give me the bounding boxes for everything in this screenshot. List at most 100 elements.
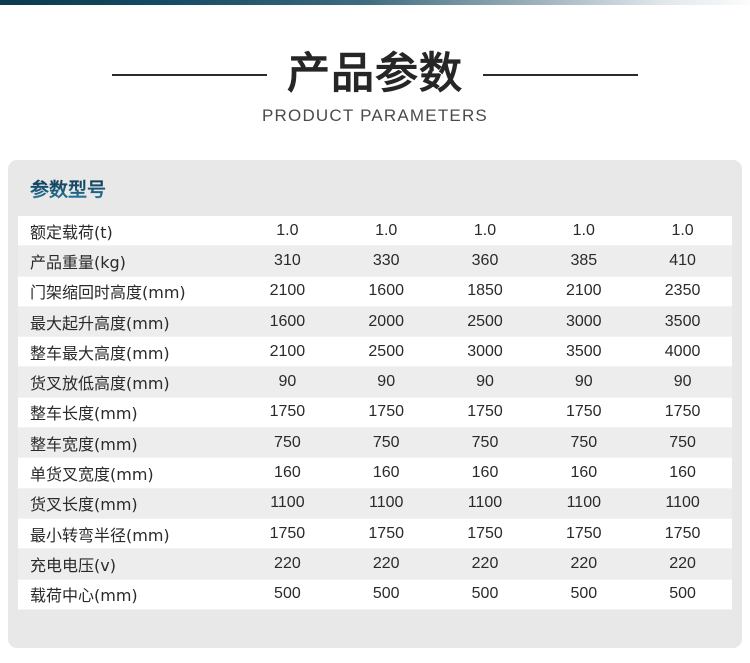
cell-value: 220 (372, 554, 400, 572)
cell-value: 2100 (565, 282, 602, 300)
cell-value: 750 (471, 433, 499, 451)
cell-value: 90 (574, 373, 593, 391)
cell-value: 500 (372, 585, 400, 603)
table-row: 货叉长度(mm) 1100 1100 1100 1100 1100 (18, 488, 732, 519)
cell-value: 4000 (664, 342, 701, 360)
cell-value: 2500 (368, 342, 404, 360)
cell-value: 90 (278, 373, 297, 391)
table-row: 整车最大高度(mm) 2100 2500 3000 3500 4000 (18, 337, 732, 368)
cell-value: 2500 (467, 312, 503, 330)
row-label: 最小转弯半径(mm) (30, 525, 170, 545)
cell-value: 410 (669, 251, 696, 269)
cell-value: 160 (274, 464, 301, 482)
cell-value: 2100 (269, 282, 306, 300)
cell-value: 2350 (664, 282, 701, 300)
cell-value: 1750 (467, 524, 503, 542)
cell-value: 1600 (269, 312, 306, 330)
page-subtitle: PRODUCT PARAMETERS (262, 106, 488, 126)
row-label: 整车宽度(mm) (30, 434, 138, 454)
row-label: 单货叉宽度(mm) (30, 465, 154, 485)
column-header-model-4: B1030 (557, 176, 611, 199)
table-row: 额定载荷(t) 1.0 1.0 1.0 1.0 1.0 (18, 216, 732, 247)
cell-value: 3500 (565, 342, 602, 360)
column-header-model-2: B1020 (359, 176, 413, 199)
row-label: 货叉长度(mm) (30, 495, 138, 515)
cell-value: 1750 (664, 403, 701, 421)
column-header-model-3: B1025 (458, 176, 512, 199)
cell-value: 90 (673, 373, 692, 391)
cell-value: 1.0 (572, 221, 595, 239)
title-block: 产品参数 PRODUCT PARAMETERS (0, 51, 750, 126)
cell-value: 500 (274, 585, 301, 603)
parameters-panel: 参数型号 B1016 B1020 B1025 B1030 B1035 额定载荷(… (8, 160, 742, 648)
row-label: 门架缩回时高度(mm) (30, 283, 186, 303)
cell-value: 750 (570, 433, 598, 451)
decorative-rule-right (483, 73, 638, 76)
cell-value: 1750 (565, 403, 602, 421)
row-label: 充电电压(v) (30, 555, 116, 575)
cell-value: 1.0 (473, 221, 497, 239)
cell-value: 3000 (467, 342, 503, 360)
cell-value: 1750 (368, 403, 404, 421)
cell-value: 1.0 (375, 221, 398, 239)
decorative-rule-left (112, 73, 267, 76)
table-header-row: 参数型号 B1016 B1020 B1025 B1030 B1035 (8, 160, 742, 216)
cell-value: 1850 (467, 282, 503, 300)
row-label: 产品重量(kg) (30, 252, 126, 272)
cell-value: 750 (669, 433, 696, 451)
row-label: 额定载荷(t) (30, 222, 113, 242)
row-label: 整车最大高度(mm) (30, 343, 170, 363)
cell-value: 1100 (270, 494, 305, 512)
row-label: 最大起升高度(mm) (30, 313, 170, 333)
row-label: 整车长度(mm) (30, 404, 138, 424)
cell-value: 500 (570, 585, 598, 603)
cell-value: 90 (377, 373, 396, 391)
table-row: 整车宽度(mm) 750 750 750 750 750 (18, 428, 732, 459)
cell-value: 500 (471, 585, 499, 603)
cell-value: 1100 (467, 494, 503, 512)
cell-value: 385 (570, 251, 598, 269)
cell-value: 330 (372, 251, 400, 269)
cell-value: 1750 (664, 524, 701, 542)
cell-value: 220 (669, 554, 696, 572)
cell-value: 1.0 (276, 221, 299, 239)
table-row: 最大起升高度(mm) 1600 2000 2500 3000 3500 (18, 306, 732, 338)
row-label: 载荷中心(mm) (30, 586, 138, 606)
cell-value: 1750 (269, 524, 306, 542)
cell-value: 1750 (368, 524, 404, 542)
table-row: 产品重量(kg) 310 330 360 385 410 (18, 246, 732, 277)
cell-value: 3000 (565, 312, 602, 330)
cell-value: 90 (476, 373, 494, 391)
cell-value: 3500 (664, 312, 701, 330)
cell-value: 1.0 (671, 221, 694, 239)
cell-value: 750 (372, 433, 400, 451)
title-row: 产品参数 (0, 51, 750, 97)
table-body: 额定载荷(t) 1.0 1.0 1.0 1.0 1.0 产品重量(kg) 310 330 360 3… (18, 216, 732, 610)
cell-value: 500 (669, 585, 696, 603)
cell-value: 160 (471, 464, 499, 482)
row-label: 货叉放低高度(mm) (30, 374, 170, 394)
cell-value: 1600 (368, 282, 404, 300)
cell-value: 2000 (368, 312, 404, 330)
cell-value: 220 (570, 554, 598, 572)
column-header-model-5: B1035 (655, 176, 710, 199)
cell-value: 750 (274, 433, 301, 451)
cell-value: 1100 (566, 494, 601, 512)
cell-value: 360 (471, 251, 499, 269)
table-row: 整车长度(mm) 1750 1750 1750 1750 1750 (18, 397, 732, 429)
table-row: 单货叉宽度(mm) 160 160 160 160 160 (18, 458, 732, 489)
cell-value: 160 (372, 464, 400, 482)
cell-value: 160 (669, 464, 696, 482)
column-header-model-1: B1016 (260, 176, 315, 199)
table-row: 载荷中心(mm) 500 500 500 500 500 (18, 579, 732, 610)
table-row: 门架缩回时高度(mm) 2100 1600 1850 2100 2350 (18, 276, 732, 307)
cell-value: 220 (471, 554, 499, 572)
cell-value: 1750 (467, 403, 503, 421)
column-header-label: 参数型号 (18, 175, 238, 202)
cell-value: 1750 (269, 403, 306, 421)
cell-value: 1100 (665, 494, 700, 512)
table-row: 最小转弯半径(mm) 1750 1750 1750 1750 1750 (18, 518, 732, 550)
cell-value: 160 (570, 464, 598, 482)
cell-value: 310 (274, 251, 301, 269)
